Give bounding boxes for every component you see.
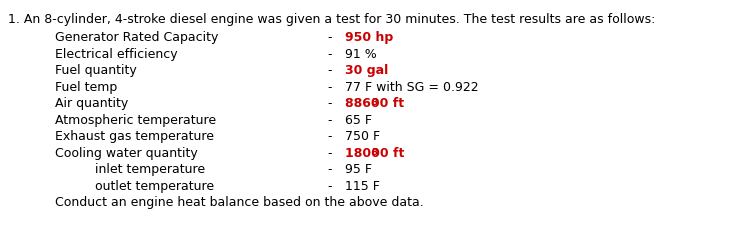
Text: 95 F: 95 F xyxy=(345,163,372,176)
Text: Air quantity: Air quantity xyxy=(55,97,128,110)
Text: 3: 3 xyxy=(372,148,378,157)
Text: 30 gal: 30 gal xyxy=(345,64,388,77)
Text: -: - xyxy=(327,180,333,193)
Text: -: - xyxy=(327,147,333,160)
Text: 18000 ft: 18000 ft xyxy=(345,147,404,160)
Text: -: - xyxy=(327,130,333,143)
Text: Cooling water quantity: Cooling water quantity xyxy=(55,147,198,160)
Text: -: - xyxy=(327,163,333,176)
Text: outlet temperature: outlet temperature xyxy=(95,180,214,193)
Text: Atmospheric temperature: Atmospheric temperature xyxy=(55,114,216,127)
Text: -: - xyxy=(327,48,333,61)
Text: 65 F: 65 F xyxy=(345,114,372,127)
Text: Exhaust gas temperature: Exhaust gas temperature xyxy=(55,130,214,143)
Text: 750 F: 750 F xyxy=(345,130,380,143)
Text: 91 %: 91 % xyxy=(345,48,376,61)
Text: -: - xyxy=(327,114,333,127)
Text: 950 hp: 950 hp xyxy=(345,31,393,44)
Text: Fuel quantity: Fuel quantity xyxy=(55,64,137,77)
Text: 77 F with SG = 0.922: 77 F with SG = 0.922 xyxy=(345,81,479,94)
Text: 3: 3 xyxy=(372,98,378,108)
Text: Electrical efficiency: Electrical efficiency xyxy=(55,48,178,61)
Text: Generator Rated Capacity: Generator Rated Capacity xyxy=(55,31,219,44)
Text: 88600 ft: 88600 ft xyxy=(345,97,404,110)
Text: inlet temperature: inlet temperature xyxy=(95,163,205,176)
Text: -: - xyxy=(327,81,333,94)
Text: Fuel temp: Fuel temp xyxy=(55,81,117,94)
Text: -: - xyxy=(327,31,333,44)
Text: 115 F: 115 F xyxy=(345,180,380,193)
Text: -: - xyxy=(327,97,333,110)
Text: Conduct an engine heat balance based on the above data.: Conduct an engine heat balance based on … xyxy=(55,196,424,209)
Text: -: - xyxy=(327,64,333,77)
Text: 1. An 8-cylinder, 4-stroke diesel engine was given a test for 30 minutes. The te: 1. An 8-cylinder, 4-stroke diesel engine… xyxy=(8,13,656,26)
